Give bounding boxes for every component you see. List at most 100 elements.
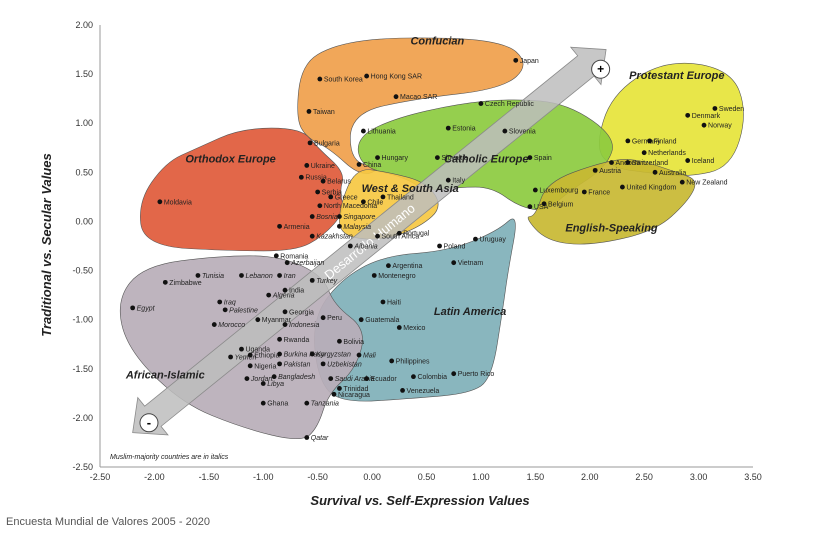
country-label: Peru	[327, 315, 342, 322]
country-label: Japan	[520, 58, 539, 65]
x-tick-label: -2.00	[144, 472, 165, 482]
y-tick-label: 1.50	[75, 69, 93, 79]
country-point	[358, 317, 364, 323]
x-tick-label: -1.50	[199, 472, 220, 482]
country-point	[337, 214, 342, 219]
country-label: Kazakhstan	[316, 234, 353, 241]
minus-sign: -	[147, 415, 151, 430]
country-point	[364, 73, 370, 79]
country-label: Yemen	[235, 354, 257, 361]
country-label: Mexico	[403, 325, 425, 332]
y-axis-label: Traditional vs. Secular Values	[39, 153, 54, 337]
country-point	[592, 167, 598, 173]
country-point	[277, 223, 282, 229]
country-label: Mali	[363, 353, 376, 360]
country-label: Italy	[452, 178, 465, 185]
country-label: South Africa	[382, 234, 420, 241]
country-label: Taiwan	[313, 109, 335, 116]
country-label: Macao SAR	[400, 94, 437, 101]
country-point	[282, 322, 288, 327]
x-tick-label: 1.00	[472, 472, 490, 482]
country-point	[609, 160, 614, 165]
country-label: Kyrgyzstan	[316, 352, 351, 359]
country-label: Poland	[444, 244, 466, 251]
country-point	[400, 387, 405, 393]
source-footer: Encuesta Mundial de Valores 2005 - 2020	[6, 516, 211, 528]
country-label: Venezuela	[407, 388, 440, 395]
country-label: Guatemala	[365, 317, 399, 324]
y-tick-label: 1.00	[75, 118, 93, 128]
country-label: Saudi Arabia	[335, 376, 375, 383]
y-tick-label: -1.00	[72, 315, 93, 325]
country-point	[502, 128, 508, 134]
points-layer: South Korea Hong Kong SAR Macao SAR Japan Ta…	[130, 58, 744, 442]
country-label: Tunisia	[202, 273, 224, 280]
country-label: Greece	[335, 194, 358, 201]
country-point	[277, 361, 282, 367]
country-label: Slovakia	[441, 155, 468, 162]
country-point	[375, 155, 380, 161]
country-point	[360, 199, 366, 205]
country-label: Slovenia	[509, 129, 536, 136]
country-label: Portugal	[403, 231, 430, 238]
country-point	[625, 138, 631, 144]
country-label: Czech Republic	[485, 101, 535, 108]
country-point	[157, 199, 163, 205]
region-label: Confucian	[410, 36, 464, 48]
y-tick-label: 0.00	[75, 216, 93, 226]
region-english-speaking	[527, 159, 696, 245]
country-point	[532, 187, 538, 193]
country-point	[375, 233, 380, 239]
country-label: Iran	[284, 273, 296, 280]
country-label: United Kingdom	[626, 185, 676, 192]
country-point	[396, 230, 402, 236]
country-point	[315, 189, 321, 195]
country-label: Singapore	[343, 214, 375, 221]
country-point	[309, 214, 315, 219]
y-tick-label: -0.50	[72, 266, 93, 276]
country-label: Zimbabwe	[169, 280, 201, 287]
country-label: Pakistan	[284, 361, 311, 368]
country-point	[647, 138, 653, 144]
country-point	[239, 273, 244, 278]
minus-circle-icon	[139, 413, 159, 433]
country-label: Ethiopia	[254, 353, 279, 360]
x-tick-label: 3.00	[690, 472, 708, 482]
country-point	[309, 351, 315, 357]
country-point	[380, 194, 386, 200]
country-label: Rwanda	[284, 337, 310, 344]
country-point	[273, 253, 279, 259]
country-label: Belgium	[548, 201, 573, 208]
country-label: Bosnia	[316, 214, 338, 221]
country-point	[380, 299, 386, 305]
x-axis-label: Survival vs. Self-Expression Values	[310, 493, 529, 508]
country-point	[411, 374, 416, 380]
country-label: Moldavia	[164, 199, 192, 206]
country-point	[478, 101, 484, 106]
country-point	[331, 391, 337, 397]
country-label: Estonia	[452, 126, 475, 133]
country-point	[260, 400, 266, 406]
country-label: Iceland	[692, 158, 715, 165]
country-point	[356, 352, 362, 358]
country-point	[320, 361, 326, 367]
country-point	[255, 317, 261, 323]
country-label: Qatar	[311, 435, 329, 442]
country-point	[244, 376, 250, 381]
plus-circle-icon	[591, 59, 611, 79]
country-label: Turkey	[316, 278, 337, 285]
country-point	[282, 309, 288, 315]
country-point	[527, 204, 533, 210]
country-point	[222, 307, 228, 313]
country-label: Tanzania	[311, 401, 339, 408]
country-point	[277, 273, 282, 278]
country-point	[652, 169, 658, 175]
country-point	[337, 338, 342, 344]
x-tick-label: 2.50	[635, 472, 653, 482]
country-label: Armenia	[284, 224, 310, 231]
x-tick-label: -0.50	[307, 472, 328, 482]
country-point	[364, 376, 370, 381]
country-point	[271, 374, 277, 380]
country-label: Thailand	[387, 194, 414, 201]
country-point	[701, 122, 707, 128]
